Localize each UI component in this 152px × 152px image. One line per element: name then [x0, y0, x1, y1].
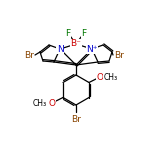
Text: CH₃: CH₃: [33, 98, 47, 107]
Text: Br: Br: [114, 50, 124, 59]
Text: O: O: [48, 98, 55, 107]
Text: N⁺: N⁺: [86, 45, 98, 54]
Text: Br: Br: [71, 116, 81, 124]
Text: N: N: [57, 45, 63, 54]
Text: F: F: [81, 29, 86, 38]
Text: F: F: [66, 29, 71, 38]
Text: Br: Br: [24, 50, 34, 59]
Text: B⁻: B⁻: [71, 40, 81, 48]
Text: O: O: [97, 73, 104, 81]
Text: CH₃: CH₃: [104, 73, 118, 81]
